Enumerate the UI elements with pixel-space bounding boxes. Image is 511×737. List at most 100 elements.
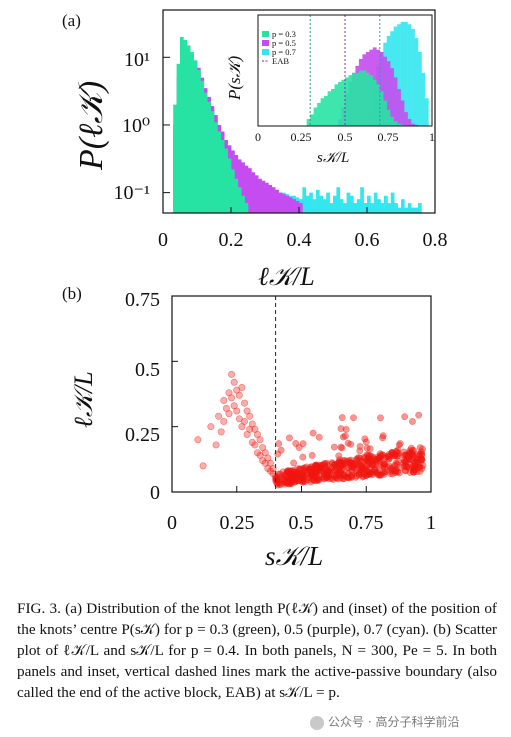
inset-bar-p03-22 [383, 100, 387, 126]
hist-bar-p05-32 [282, 194, 286, 213]
scatter-point-right-132 [337, 425, 345, 433]
inset-bar-p07-9 [400, 21, 405, 126]
scatter-point-right-422 [344, 469, 352, 477]
inset-bar-p07-11 [407, 24, 412, 126]
hist-bar-p07-58 [370, 203, 375, 213]
scatter-point-right-517 [339, 433, 347, 441]
hist-bar-p05-34 [288, 197, 293, 213]
scatter-point-left-32 [253, 449, 261, 457]
scatter-point-left-21 [241, 399, 249, 407]
scatter-point-right-429 [322, 474, 330, 482]
hist-bar-p03-17 [231, 169, 235, 213]
scatter-point-left-2 [207, 423, 215, 431]
inset-bar-p03-20 [376, 84, 380, 127]
panel-b-ytick-1: 0.25 [125, 424, 160, 446]
scatter-point-right-371 [374, 471, 382, 479]
scatter-point-right-447 [408, 418, 416, 425]
scatter-point-right-214 [299, 453, 307, 461]
panel-b-ylabel: ℓ𝒦/L [69, 371, 98, 428]
inset-bar-p03-8 [334, 84, 339, 127]
scatter-point-right-146 [286, 434, 293, 442]
inset-bar-p07-8 [397, 24, 401, 126]
inset-bar-p03-24 [390, 116, 394, 126]
inset-xtick-0: 0 [255, 130, 261, 144]
scatter-point-right-496 [391, 451, 399, 459]
panel-a-label: (a) [62, 11, 81, 30]
scatter-point-right-423 [401, 466, 409, 474]
scatter-point-right-404 [391, 461, 398, 469]
inset-bar-p03-7 [331, 89, 335, 126]
hist-bar-p03-10 [207, 101, 211, 213]
watermark-text: 公众号 · 高分子科学前沿 [328, 715, 460, 729]
scatter-point-right-374 [415, 411, 423, 419]
hist-bar-p05-33 [285, 195, 290, 213]
scatter-point-right-243 [377, 414, 384, 422]
inset-bar-p05-22 [414, 124, 419, 126]
legend-label-green: p = 0.3 [272, 29, 296, 39]
inset-bar-p03-2 [313, 107, 318, 126]
inset-bar-p07-7 [393, 26, 398, 127]
scatter-point-right-274 [275, 440, 283, 448]
scatter-point-right-503 [347, 459, 355, 467]
inset-bar-p07-16 [425, 98, 429, 126]
scatter-point-right-479 [323, 466, 330, 474]
scatter-point-left-13 [230, 378, 238, 386]
hist-bar-p03-7 [197, 69, 201, 214]
scatter-point-left-10 [225, 410, 233, 418]
hist-bar-p03-1 [176, 63, 181, 213]
inset-xtick-2: 0.5 [338, 130, 353, 144]
scatter-point-left-3 [212, 441, 220, 449]
inset-bar-p07-12 [411, 28, 415, 126]
scatter-point-right-433 [361, 435, 369, 443]
panel-a-xtick-4: 0.8 [423, 229, 448, 251]
hist-bar-p07-60 [377, 199, 381, 213]
scatter-point-right-494 [380, 461, 388, 469]
panel-b-xtick-4: 1 [426, 512, 436, 534]
inset-bar-p03-3 [317, 102, 321, 127]
legend-swatch-cyan [262, 49, 269, 55]
inset-bar-p07-15 [421, 72, 426, 126]
scatter-point-right-131 [379, 434, 387, 442]
scatter-point-left-4 [215, 412, 223, 420]
hist-bar-p07-40 [309, 192, 313, 213]
scatter-point-right-512 [301, 466, 309, 474]
inset-bar-p05-16 [393, 77, 398, 126]
inset-bar-p03-15 [358, 70, 363, 126]
inset-bar-p05-20 [407, 119, 412, 126]
scatter-point-right-509 [395, 441, 403, 449]
scatter-point-right-505 [315, 472, 323, 480]
scatter-point-right-344 [380, 470, 388, 478]
hist-bar-p07-69 [407, 203, 412, 213]
legend-label-eab: EAB [272, 56, 289, 66]
scatter-point-right-434 [391, 469, 399, 477]
hist-bar-p07-39 [305, 195, 310, 213]
hist-bar-p05-37 [299, 203, 303, 213]
scatter-point-right-441 [276, 470, 284, 478]
scatter-point-right-483 [396, 469, 403, 477]
scatter-point-right-98 [308, 451, 316, 459]
hist-bar-p03-20 [241, 195, 245, 213]
scatter-point-left-43 [269, 464, 277, 472]
scatter-point-right-475 [371, 466, 379, 474]
scatter-point-left-30 [251, 441, 259, 449]
hist-bar-p03-15 [224, 148, 228, 213]
scatter-point-right-449 [415, 451, 423, 459]
scatter-point-right-484 [349, 460, 357, 468]
panel-a-xtick-2: 0.4 [287, 229, 312, 251]
inset-bar-p05-18 [400, 100, 405, 126]
inset-bar-p03-14 [355, 72, 360, 126]
legend-label-purple: p = 0.5 [272, 38, 296, 48]
scatter-point-left-6 [220, 397, 228, 405]
scatter-point-left-17 [235, 391, 243, 399]
inset-axes [257, 14, 433, 127]
hist-bar-p05-20 [241, 162, 245, 213]
panel-b-ytick-3: 0.75 [125, 289, 160, 311]
inset-bar-p07-13 [414, 38, 419, 127]
scatter-point-right-426 [400, 462, 408, 470]
hist-bar-p07-53 [353, 203, 358, 213]
scatter-point-right-466 [386, 469, 394, 477]
hist-bar-p03-0 [173, 104, 177, 213]
hist-bar-p07-59 [373, 192, 378, 213]
scatter-point-right-485 [356, 442, 364, 450]
inset-bar-p03-12 [348, 75, 353, 127]
